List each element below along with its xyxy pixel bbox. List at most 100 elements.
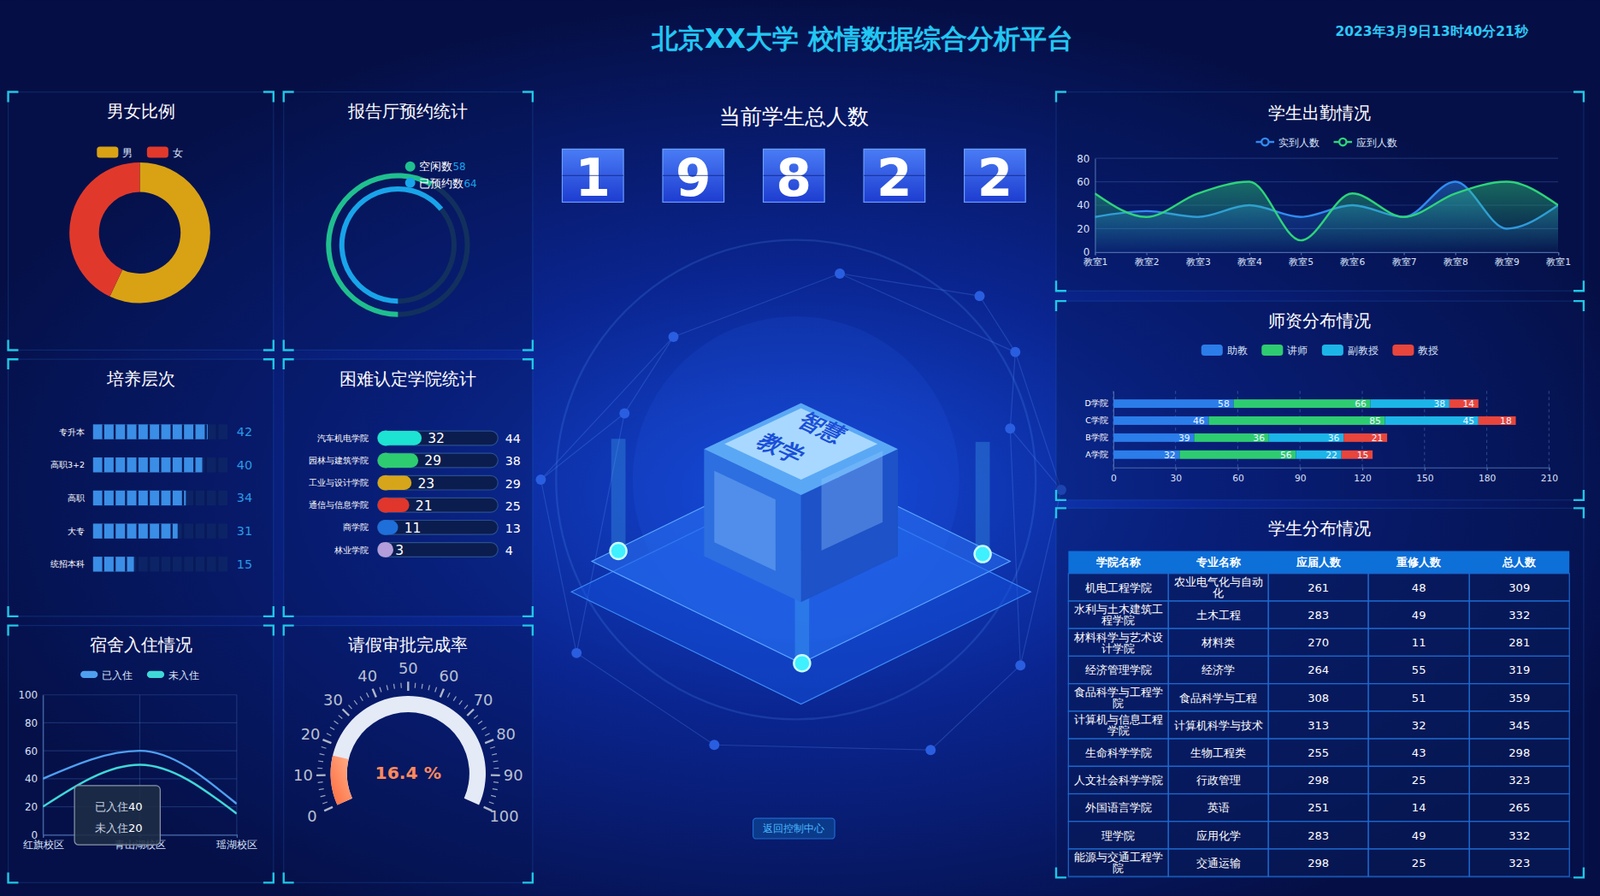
corner-bracket bbox=[8, 606, 19, 617]
panel-bg bbox=[1056, 507, 1584, 878]
minor-tick bbox=[447, 692, 450, 697]
bars bbox=[377, 453, 419, 469]
category-label: 工业与设计学院 bbox=[308, 478, 369, 488]
table-text: 270 bbox=[1307, 636, 1329, 650]
tick: 90 bbox=[1294, 467, 1307, 485]
legend-swatch bbox=[1392, 344, 1414, 356]
radial-bar bbox=[339, 186, 443, 304]
panel-bg bbox=[8, 92, 274, 351]
table-text: 经济学 bbox=[1201, 663, 1235, 677]
table-cell bbox=[1469, 821, 1570, 850]
panel-title: 请假审批完成率 bbox=[348, 634, 468, 656]
data-label: 66 bbox=[1354, 398, 1367, 410]
back-button[interactable]: 返回控制中心 bbox=[753, 818, 835, 839]
tick-label: 0 bbox=[307, 807, 317, 826]
legend-label: 应到人数 bbox=[1356, 136, 1398, 149]
segment-gap bbox=[102, 490, 105, 506]
minor-tick bbox=[484, 733, 490, 737]
segment-gap bbox=[204, 556, 207, 572]
data-label: 21 bbox=[415, 498, 433, 514]
track bbox=[377, 519, 498, 535]
radial-track bbox=[339, 186, 457, 304]
tick: 60 bbox=[24, 745, 43, 758]
legend-label: 讲师 bbox=[1287, 344, 1308, 357]
table-text: 319 bbox=[1508, 663, 1530, 677]
button-label[interactable]: 返回控制中心 bbox=[762, 822, 825, 835]
digit-divider bbox=[662, 175, 725, 177]
tick-label: 90 bbox=[1294, 472, 1307, 485]
minor-tick bbox=[473, 715, 479, 720]
button-bg[interactable] bbox=[753, 818, 835, 839]
network-link bbox=[839, 273, 980, 296]
bar-cap bbox=[377, 497, 394, 514]
tick-mark bbox=[466, 709, 474, 717]
tick-label: 80 bbox=[1076, 153, 1090, 166]
axis: 0306090120150180210 bbox=[1110, 467, 1559, 485]
tick-mark bbox=[1300, 252, 1302, 256]
panel-bg bbox=[8, 359, 274, 617]
tick-mark bbox=[1424, 467, 1426, 472]
corner-bracket bbox=[1056, 507, 1067, 519]
data-label: 15 bbox=[236, 557, 253, 572]
segment-gap bbox=[113, 457, 116, 473]
panel-bg bbox=[1056, 301, 1584, 501]
tick-label: 40 bbox=[357, 667, 378, 685]
total-label: 25 bbox=[505, 499, 521, 514]
table-text: 261 bbox=[1307, 581, 1329, 595]
table-text: 材料科学与艺术设计学院 bbox=[1073, 631, 1164, 656]
track bbox=[377, 497, 498, 513]
category-label: 园林与建筑学院 bbox=[308, 455, 369, 466]
minor-tick bbox=[428, 684, 430, 691]
corner-bracket bbox=[283, 625, 295, 637]
tick-label: 150 bbox=[1416, 472, 1435, 485]
minor-tick bbox=[318, 760, 324, 762]
data-label: 45 bbox=[1462, 415, 1475, 427]
segment-gap bbox=[135, 424, 138, 439]
corner-bracket bbox=[1573, 490, 1584, 501]
bar bbox=[377, 497, 409, 513]
legend-label: 女 bbox=[172, 147, 184, 160]
digit: 9 bbox=[675, 148, 712, 208]
track-segment bbox=[206, 457, 217, 473]
tick-label: 70 bbox=[473, 690, 494, 709]
data-label: 32 bbox=[427, 430, 445, 447]
corner-bracket bbox=[1573, 301, 1584, 312]
tick-label: 60 bbox=[1076, 176, 1090, 189]
tick-label: 60 bbox=[24, 745, 38, 758]
minor-tick bbox=[459, 700, 463, 705]
table-header: 总人数 bbox=[1501, 555, 1537, 569]
corner-bracket bbox=[8, 872, 19, 883]
tick-label: 教室1 bbox=[1083, 256, 1109, 268]
category-label: 高职3+2 bbox=[50, 460, 85, 470]
minor-tick bbox=[322, 802, 328, 804]
tick-mark bbox=[1362, 467, 1364, 472]
track-segment bbox=[149, 556, 160, 572]
table-cell bbox=[1368, 655, 1470, 684]
tick-label: 40 bbox=[24, 773, 38, 786]
tick-label: 教室9 bbox=[1494, 256, 1520, 268]
data-label: 23 bbox=[417, 476, 435, 492]
minor-tick bbox=[490, 795, 496, 798]
bar-segment bbox=[1179, 450, 1296, 460]
tick: 80 bbox=[1076, 153, 1095, 166]
table-text: 材料类 bbox=[1200, 636, 1235, 650]
segment-gap bbox=[170, 523, 172, 538]
table-cell bbox=[1068, 794, 1169, 822]
table-cell bbox=[1368, 849, 1470, 877]
tick-label: 教室6 bbox=[1340, 256, 1365, 268]
table-text: 283 bbox=[1307, 608, 1329, 622]
legend: 男女 bbox=[96, 146, 183, 159]
segment-gap bbox=[204, 523, 207, 538]
segment-gap bbox=[182, 457, 184, 473]
minor-tick bbox=[453, 696, 456, 702]
legend-label: 实到人数 bbox=[1278, 136, 1320, 149]
panel-title: 报告厅预约统计 bbox=[347, 100, 468, 122]
bars bbox=[377, 497, 409, 514]
minor-tick bbox=[338, 715, 343, 720]
minor-tick bbox=[319, 754, 325, 756]
tick: 瑶湖校区 bbox=[216, 834, 258, 851]
track-segment bbox=[183, 556, 194, 572]
table-cell bbox=[1469, 738, 1570, 767]
tick-mark bbox=[1558, 252, 1559, 256]
table-cell bbox=[1168, 849, 1269, 877]
